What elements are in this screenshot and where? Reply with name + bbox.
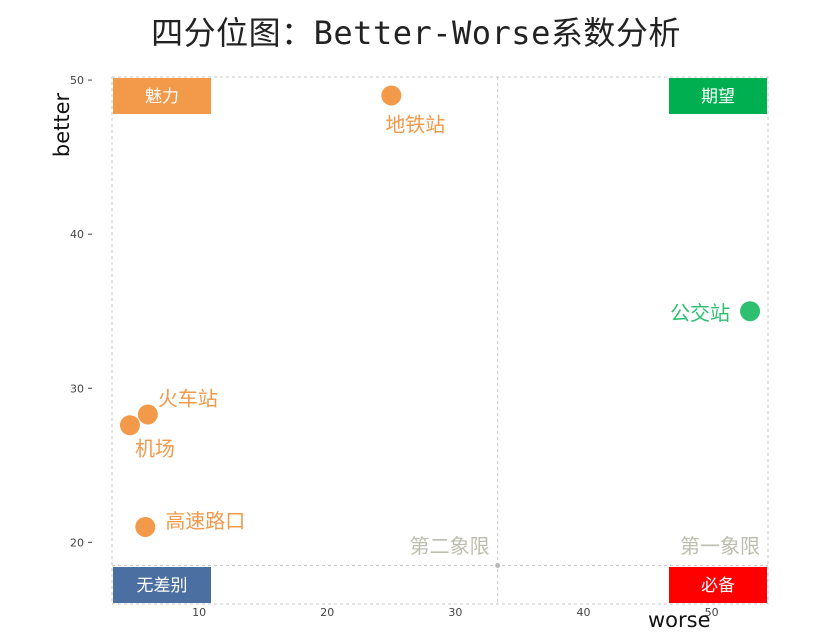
quadrant-label-second: 第二象限 [410,534,490,558]
x-tick-label: 20 [320,606,334,619]
data-point [135,516,156,537]
x-tick-label: 50 [705,606,719,619]
chart-title: 四分位图：Better-Worse系数分析 [151,14,681,52]
quadrant-box-label: 魅力 [145,87,179,107]
y-tick-label: 40 [70,228,84,241]
data-point [740,301,761,322]
y-tick-label: 20 [70,536,84,549]
x-tick-label: 30 [448,606,462,619]
data-point [119,415,140,436]
y-tick-label: 50 [70,74,84,87]
data-point [137,404,158,425]
quadrant-box-label: 期望 [701,87,735,107]
quadrant-box-bottom-left [113,567,211,603]
quadrant-box-label: 无差别 [137,576,188,596]
quadrant-label-first: 第一象限 [680,534,760,558]
quadrant-box-label: 必备 [701,576,735,596]
quadrant-box-top-right [669,78,767,114]
quadrant-box-top-left [113,78,211,114]
data-point [381,85,402,106]
data-point-label: 地铁站 [385,112,445,136]
plot-frame [111,76,769,605]
x-tick-label: 40 [577,606,591,619]
reference-intersection [495,562,501,568]
y-tick-label: 30 [70,382,84,395]
data-point-label: 火车站 [158,386,218,410]
data-point-label: 机场 [135,436,175,460]
x-axis-label: worse [648,608,711,632]
x-tick-label: 10 [192,606,206,619]
quadrant-box-bottom-right [669,567,767,603]
data-point-label: 公交站 [670,301,730,325]
data-point-label: 高速路口 [165,509,245,533]
